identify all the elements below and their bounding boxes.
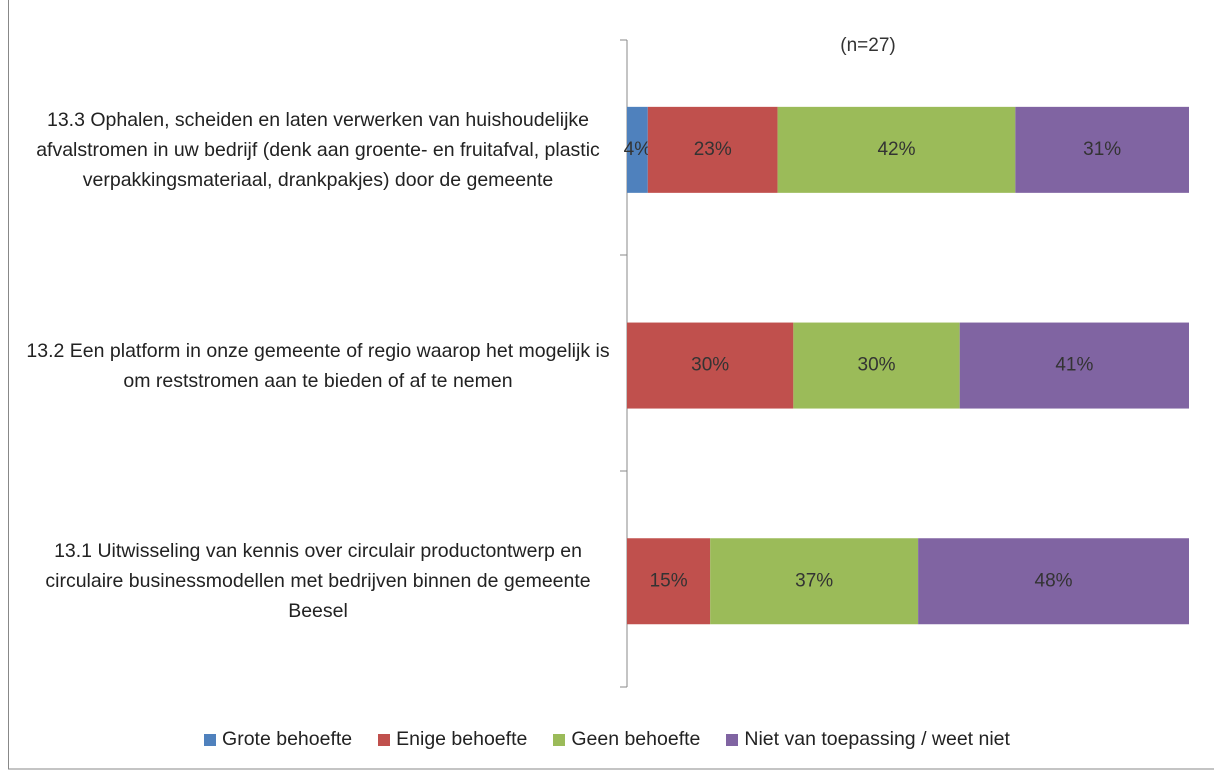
data-label: 15% [650,570,688,591]
category-label: 13.2 Een platform in onze gemeente of re… [26,339,610,392]
legend-label: Niet van toepassing / weet niet [744,728,1010,750]
bar-segment [793,322,960,409]
legend-swatch [378,733,391,746]
category-label: 13.3 Ophalen, scheiden en laten verwerke… [36,108,600,191]
bar-segment [777,106,1016,193]
subtitle: (n=27) [840,35,895,56]
legend-item: Enige behoefte [378,728,527,751]
legend-item: Geen behoefte [553,728,700,751]
data-label: 23% [694,139,732,160]
bar-segment [627,106,648,193]
legend-swatch [726,733,739,746]
data-label: 31% [1083,139,1121,160]
bar-segment [918,538,1189,625]
data-label: 4% [624,139,652,160]
bar-segment [959,322,1189,409]
data-label: 30% [691,355,729,376]
bar-segment [710,538,919,625]
chart-frame [8,0,1214,770]
data-label: 30% [858,355,896,376]
bar-segment [627,322,794,409]
legend-label: Geen behoefte [571,728,701,750]
bar-segment [647,106,778,193]
legend-label: Grote behoefte [222,728,353,750]
bar-segment [627,538,711,625]
category-label: 13.1 Uitwisseling van kennis over circul… [45,540,591,623]
legend-swatch [553,733,566,746]
data-label: 41% [1055,355,1093,376]
legend-item: Grote behoefte [204,728,352,751]
data-label: 42% [877,139,915,160]
legend-label: Enige behoefte [396,728,528,750]
data-label: 48% [1035,570,1073,591]
legend-item: Niet van toepassing / weet niet [726,728,1010,751]
bar-segment [1015,106,1189,193]
legend: Grote behoefte Enige behoefte Geen behoeft… [0,728,1214,751]
legend-swatch [204,733,217,746]
data-label: 37% [795,570,833,591]
